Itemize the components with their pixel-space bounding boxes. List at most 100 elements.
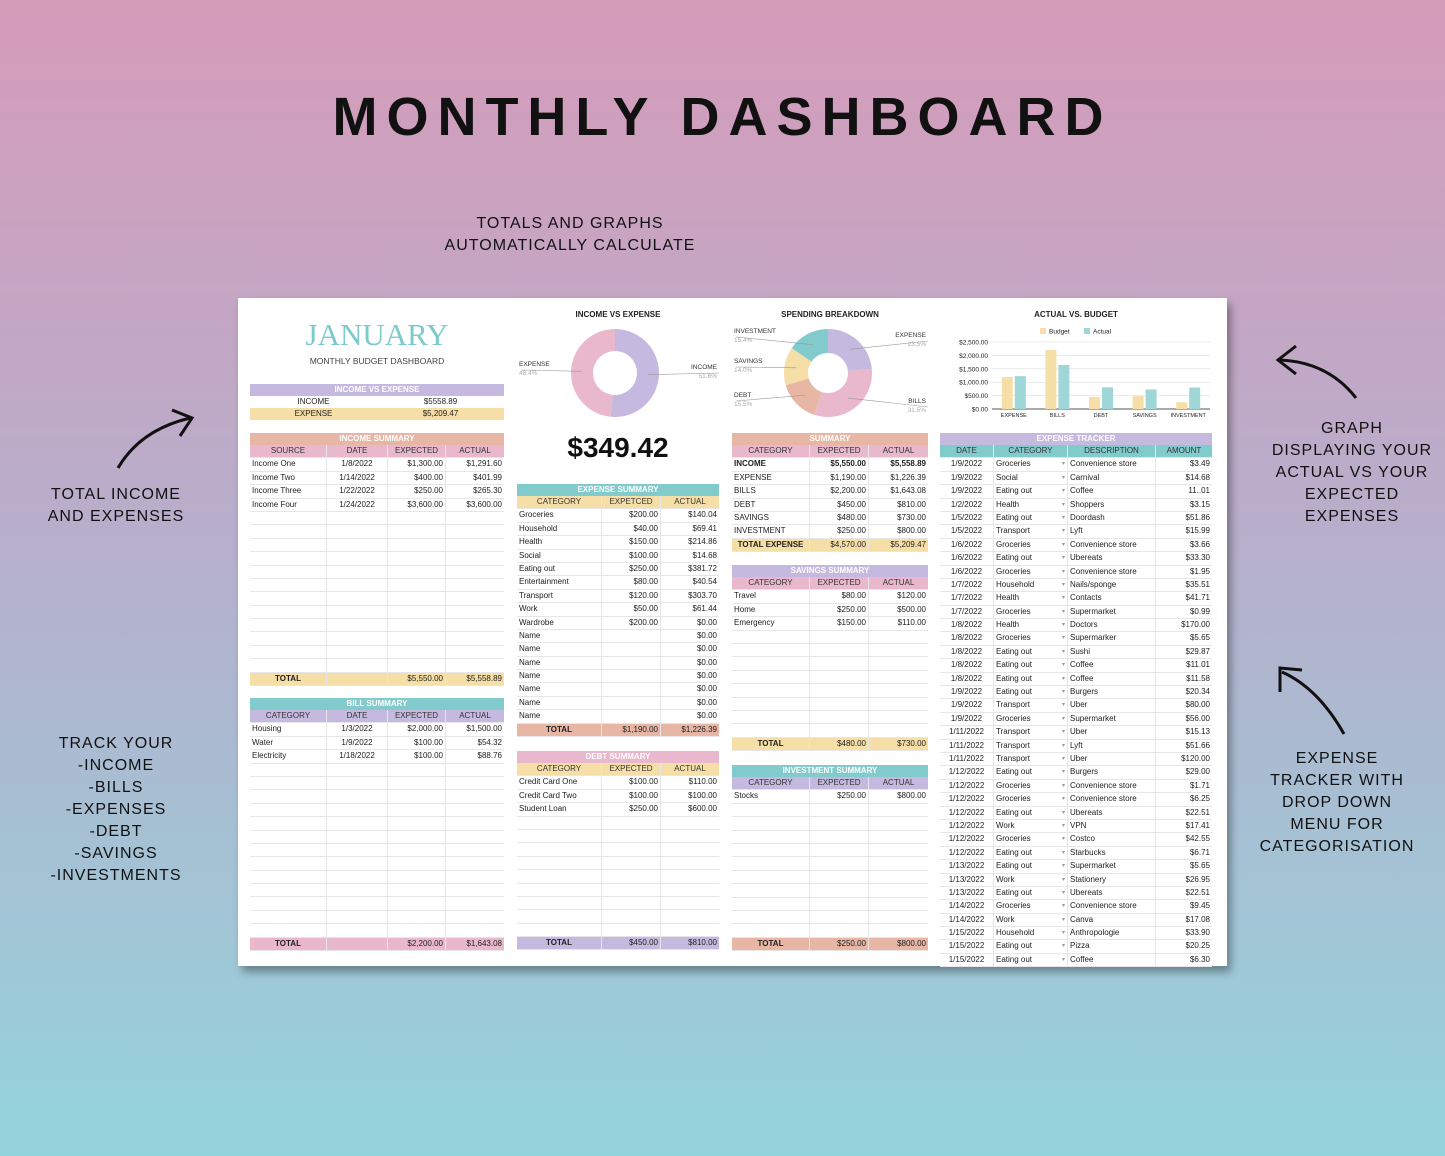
category-dropdown[interactable]: Eating out ▾ bbox=[994, 846, 1068, 860]
table-row bbox=[250, 605, 504, 620]
dropdown-arrow-icon[interactable]: ▾ bbox=[1061, 702, 1065, 709]
dropdown-arrow-icon[interactable]: ▾ bbox=[1061, 622, 1065, 629]
category-dropdown[interactable]: Groceries ▾ bbox=[994, 793, 1068, 806]
category-dropdown[interactable]: Transport ▾ bbox=[994, 525, 1068, 538]
dropdown-arrow-icon[interactable]: ▾ bbox=[1061, 662, 1065, 669]
dropdown-arrow-icon[interactable]: ▾ bbox=[1061, 836, 1065, 843]
table-row: Housing 1/3/2022 $2,000.00 $1,500.00 bbox=[250, 723, 504, 737]
total-row: TOTAL $480.00 $730.00 bbox=[732, 737, 928, 752]
category-dropdown[interactable]: Groceries ▾ bbox=[994, 565, 1068, 578]
dropdown-arrow-icon[interactable]: ▾ bbox=[1061, 689, 1065, 696]
dropdown-arrow-icon[interactable]: ▾ bbox=[1061, 461, 1065, 468]
dropdown-arrow-icon[interactable]: ▾ bbox=[1061, 608, 1065, 615]
cell: 1/18/2022 bbox=[327, 750, 388, 763]
dropdown-arrow-icon[interactable]: ▾ bbox=[1061, 541, 1065, 548]
category-dropdown[interactable]: Groceries ▾ bbox=[994, 458, 1068, 471]
table-row bbox=[250, 870, 504, 885]
category-dropdown[interactable]: Groceries ▾ bbox=[994, 900, 1068, 913]
category-dropdown[interactable]: Transport ▾ bbox=[994, 699, 1068, 712]
category-dropdown[interactable]: Eating out ▾ bbox=[994, 940, 1068, 953]
dropdown-arrow-icon[interactable]: ▾ bbox=[1061, 755, 1065, 762]
dropdown-arrow-icon[interactable]: ▾ bbox=[1061, 742, 1065, 749]
dropdown-arrow-icon[interactable]: ▾ bbox=[1061, 501, 1065, 508]
dropdown-arrow-icon[interactable]: ▾ bbox=[1061, 528, 1065, 535]
category-dropdown[interactable]: Groceries ▾ bbox=[994, 712, 1068, 726]
dropdown-arrow-icon[interactable]: ▾ bbox=[1061, 863, 1065, 870]
cell bbox=[661, 910, 719, 922]
category-dropdown[interactable]: Groceries ▾ bbox=[994, 605, 1068, 619]
cell: $69.41 bbox=[661, 523, 719, 535]
category-dropdown[interactable]: Transport ▾ bbox=[994, 739, 1068, 752]
cell-text: $140.04 bbox=[688, 510, 717, 520]
cell-text: $33.90 bbox=[1185, 928, 1210, 938]
cell-text: $5,558.89 bbox=[890, 459, 926, 469]
dropdown-arrow-icon[interactable]: ▾ bbox=[1061, 488, 1065, 495]
dropdown-arrow-icon[interactable]: ▾ bbox=[1061, 555, 1065, 562]
category-dropdown[interactable]: Work ▾ bbox=[994, 873, 1068, 886]
category-dropdown[interactable]: Transport ▾ bbox=[994, 752, 1068, 766]
category-dropdown[interactable]: Eating out ▾ bbox=[994, 806, 1068, 819]
cell: Canva bbox=[1068, 913, 1156, 927]
category-dropdown[interactable]: Eating out ▾ bbox=[994, 672, 1068, 686]
dropdown-arrow-icon[interactable]: ▾ bbox=[1061, 729, 1065, 736]
category-dropdown[interactable]: Health ▾ bbox=[994, 498, 1068, 511]
category-dropdown[interactable]: Eating out ▾ bbox=[994, 659, 1068, 672]
category-dropdown[interactable]: Groceries ▾ bbox=[994, 779, 1068, 793]
x-tick-label: DEBT bbox=[1094, 413, 1109, 419]
dropdown-arrow-icon[interactable]: ▾ bbox=[1061, 568, 1065, 575]
category-dropdown[interactable]: Health ▾ bbox=[994, 619, 1068, 632]
category-dropdown[interactable]: Eating out ▾ bbox=[994, 511, 1068, 525]
category-dropdown[interactable]: Eating out ▾ bbox=[994, 552, 1068, 565]
dropdown-arrow-icon[interactable]: ▾ bbox=[1061, 889, 1065, 896]
dropdown-arrow-icon[interactable]: ▾ bbox=[1061, 514, 1065, 521]
cell: $120.00 bbox=[1156, 753, 1212, 765]
category-dropdown[interactable]: Health ▾ bbox=[994, 592, 1068, 605]
dropdown-arrow-icon[interactable]: ▾ bbox=[1061, 916, 1065, 923]
category-dropdown[interactable]: Transport ▾ bbox=[994, 726, 1068, 739]
table-row: Social $100.00 $14.68 bbox=[517, 549, 719, 563]
dropdown-arrow-icon[interactable]: ▾ bbox=[1061, 809, 1065, 816]
category-dropdown[interactable]: Eating out ▾ bbox=[994, 886, 1068, 900]
category-dropdown[interactable]: Eating out ▾ bbox=[994, 766, 1068, 779]
category-dropdown[interactable]: Eating out ▾ bbox=[994, 485, 1068, 498]
dropdown-arrow-icon[interactable]: ▾ bbox=[1061, 782, 1065, 789]
category-dropdown[interactable]: Household ▾ bbox=[994, 578, 1068, 592]
dropdown-arrow-icon[interactable]: ▾ bbox=[1061, 648, 1065, 655]
category-dropdown[interactable]: Eating out ▾ bbox=[994, 645, 1068, 659]
category-dropdown[interactable]: Household ▾ bbox=[994, 927, 1068, 940]
dropdown-arrow-icon[interactable]: ▾ bbox=[1061, 849, 1065, 856]
category-dropdown[interactable]: Groceries ▾ bbox=[994, 632, 1068, 645]
cell-text: Eating out bbox=[996, 553, 1033, 563]
dropdown-arrow-icon[interactable]: ▾ bbox=[1061, 581, 1065, 588]
cell-text: $51.66 bbox=[1185, 740, 1210, 750]
table-row bbox=[517, 856, 719, 871]
total-row: TOTAL EXPENSE $4,570.00 $5,209.47 bbox=[732, 538, 928, 553]
cell-text: $26.95 bbox=[1185, 874, 1210, 884]
cell bbox=[446, 646, 504, 658]
dropdown-arrow-icon[interactable]: ▾ bbox=[1061, 474, 1065, 481]
leader-line bbox=[847, 397, 928, 408]
category-dropdown[interactable]: Eating out ▾ bbox=[994, 860, 1068, 873]
category-dropdown[interactable]: Groceries ▾ bbox=[994, 538, 1068, 552]
category-dropdown[interactable]: Social ▾ bbox=[994, 471, 1068, 485]
category-dropdown[interactable]: Eating out ▾ bbox=[994, 953, 1068, 967]
dropdown-arrow-icon[interactable]: ▾ bbox=[1061, 635, 1065, 642]
dropdown-arrow-icon[interactable]: ▾ bbox=[1061, 956, 1065, 963]
dropdown-arrow-icon[interactable]: ▾ bbox=[1061, 822, 1065, 829]
category-dropdown[interactable]: Eating out ▾ bbox=[994, 686, 1068, 699]
cell-text: Student Loan bbox=[519, 804, 567, 814]
dropdown-arrow-icon[interactable]: ▾ bbox=[1061, 876, 1065, 883]
dropdown-arrow-icon[interactable]: ▾ bbox=[1061, 796, 1065, 803]
category-dropdown[interactable]: Work ▾ bbox=[994, 913, 1068, 927]
category-dropdown[interactable]: Work ▾ bbox=[994, 819, 1068, 833]
dropdown-arrow-icon[interactable]: ▾ bbox=[1061, 943, 1065, 950]
dropdown-arrow-icon[interactable]: ▾ bbox=[1061, 903, 1065, 910]
dropdown-arrow-icon[interactable]: ▾ bbox=[1061, 930, 1065, 937]
dropdown-arrow-icon[interactable]: ▾ bbox=[1061, 715, 1065, 722]
cell-text: $3,600.00 bbox=[466, 499, 502, 509]
category-dropdown[interactable]: Groceries ▾ bbox=[994, 833, 1068, 846]
dropdown-arrow-icon[interactable]: ▾ bbox=[1061, 769, 1065, 776]
dropdown-arrow-icon[interactable]: ▾ bbox=[1061, 675, 1065, 682]
dropdown-arrow-icon[interactable]: ▾ bbox=[1061, 595, 1065, 602]
cell-text: Groceries bbox=[996, 794, 1031, 804]
